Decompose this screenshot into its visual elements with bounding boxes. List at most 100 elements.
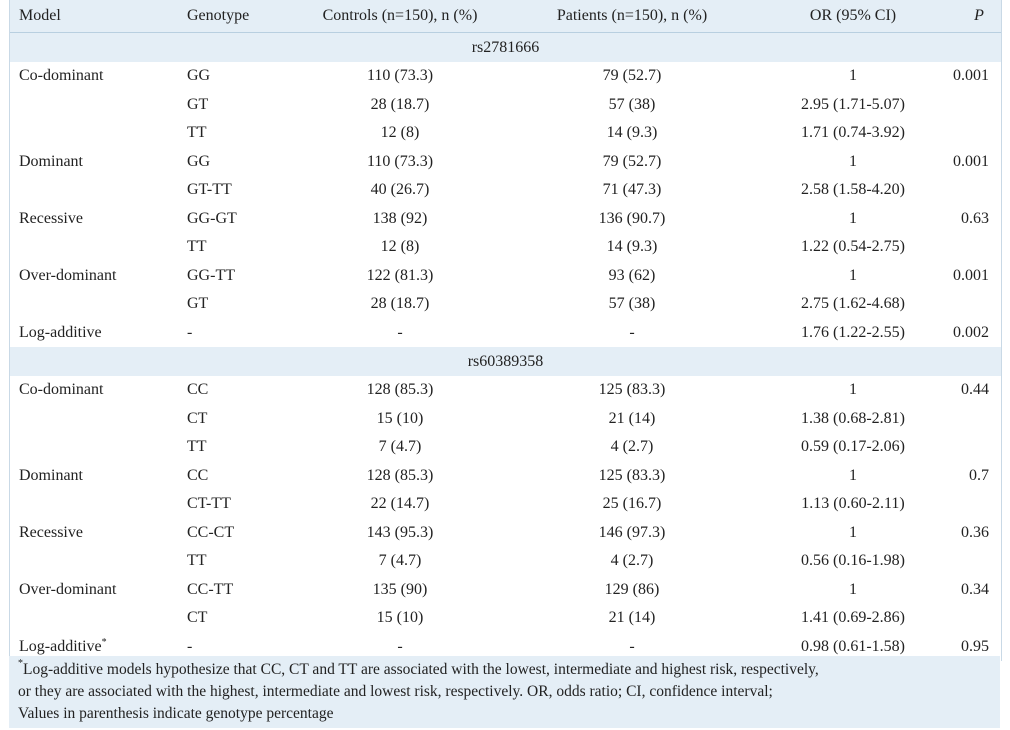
cell-genotype: GT: [187, 95, 209, 113]
cell-controls: -: [397, 637, 403, 655]
cell-controls: 143 (95.3): [366, 523, 434, 541]
cell-controls: 122 (81.3): [366, 266, 434, 284]
cell-genotype: CC: [187, 466, 209, 484]
cell-patients: 57 (38): [608, 95, 656, 113]
cell-genotype: GG: [187, 152, 211, 170]
cell-controls: 12 (8): [380, 238, 420, 256]
table-row: CT-TT 22 (14.7) 25 (16.7) 1.13 (0.60-2.11): [10, 490, 1001, 519]
cell-genotype: GG-GT: [187, 209, 237, 227]
cell-patients: 136 (90.7): [598, 209, 666, 227]
table-row: CT 15 (10) 21 (14) 1.38 (0.68-2.81): [10, 404, 1001, 433]
footnote-marker: *: [101, 636, 107, 648]
header-genotype: Genotype: [187, 7, 250, 24]
cell-odds-ratio: 0.98 (0.61-1.58): [801, 637, 905, 655]
cell-patients: -: [629, 323, 635, 341]
cell-model: Recessive: [19, 209, 83, 227]
model-label: Log-additive: [19, 637, 102, 655]
cell-controls: 15 (10): [376, 609, 424, 627]
header-odds-ratio: OR (95% CI): [809, 7, 897, 24]
cell-model: Recessive: [19, 523, 83, 541]
cell-odds-ratio: 0.56 (0.16-1.98): [801, 552, 905, 570]
cell-controls: 15 (10): [376, 409, 424, 427]
cell-p-value: 0.002: [953, 323, 989, 341]
cell-controls: 12 (8): [380, 124, 420, 142]
table-row: TT 12 (8) 14 (9.3) 1.22 (0.54-2.75): [10, 233, 1001, 262]
header-p-value: P: [974, 7, 984, 24]
table-row: Recessive CC-CT 143 (95.3) 146 (97.3) 1 0.36: [10, 518, 1001, 547]
cell-controls: 7 (4.7): [378, 552, 422, 570]
header-controls: Controls (n=150), n (%): [322, 7, 478, 24]
cell-patients: 25 (16.7): [602, 495, 662, 513]
cell-odds-ratio: 1: [849, 266, 857, 284]
cell-genotype: TT: [187, 552, 207, 570]
cell-model: Dominant: [19, 466, 83, 484]
cell-controls: 28 (18.7): [370, 95, 430, 113]
cell-genotype: GT-TT: [187, 181, 232, 199]
cell-odds-ratio: 2.58 (1.58-4.20): [801, 181, 905, 199]
cell-patients: 4 (2.7): [610, 552, 654, 570]
footnote-line-3: Values in parenthesis indicate genotype …: [18, 705, 334, 722]
table-header-row: Model Genotype Controls (n=150), n (%) P…: [10, 0, 1001, 33]
cell-odds-ratio: 1: [849, 381, 857, 399]
cell-p-value: 0.44: [961, 381, 989, 399]
table-row: GT-TT 40 (26.7) 71 (47.3) 2.58 (1.58-4.20): [10, 176, 1001, 205]
cell-patients: 125 (83.3): [598, 381, 666, 399]
cell-patients: 4 (2.7): [610, 438, 654, 456]
cell-patients: 57 (38): [608, 295, 656, 313]
table-row: Over-dominant GG-TT 122 (81.3) 93 (62) 1 0.00…: [10, 261, 1001, 290]
cell-genotype: GG-TT: [187, 266, 235, 284]
table-row: Log-additive - - - 1.76 (1.22-2.55) 0.002: [10, 318, 1001, 347]
cell-odds-ratio: 1.71 (0.74-3.92): [801, 124, 905, 142]
table-row: GT 28 (18.7) 57 (38) 2.95 (1.71-5.07): [10, 90, 1001, 119]
cell-controls: 128 (85.3): [366, 381, 434, 399]
cell-odds-ratio: 1.13 (0.60-2.11): [801, 495, 905, 513]
cell-controls: 7 (4.7): [378, 438, 422, 456]
footnote-marker: *: [18, 658, 23, 669]
cell-controls: 28 (18.7): [370, 295, 430, 313]
table-row: Recessive GG-GT 138 (92) 136 (90.7) 1 0.63: [10, 204, 1001, 233]
table-row: Co-dominant GG 110 (73.3) 79 (52.7) 1 0.001: [10, 62, 1001, 91]
cell-odds-ratio: 1: [849, 523, 857, 541]
cell-odds-ratio: 0.59 (0.17-2.06): [801, 438, 905, 456]
table-row: Dominant CC 128 (85.3) 125 (83.3) 1 0.7: [10, 461, 1001, 490]
cell-model: Over-dominant: [19, 580, 117, 598]
table-row: GT 28 (18.7) 57 (38) 2.75 (1.62-4.68): [10, 290, 1001, 319]
cell-genotype: GT: [187, 295, 209, 313]
cell-genotype: TT: [187, 438, 207, 456]
cell-genotype: CT: [187, 409, 208, 427]
cell-odds-ratio: 1.76 (1.22-2.55): [801, 323, 905, 341]
cell-controls: 40 (26.7): [370, 181, 430, 199]
cell-genotype: CC-TT: [187, 580, 234, 598]
cell-genotype: CC: [187, 381, 209, 399]
cell-controls: 135 (90): [372, 580, 428, 598]
cell-p-value: 0.34: [961, 580, 989, 598]
table-row: Dominant GG 110 (73.3) 79 (52.7) 1 0.001: [10, 147, 1001, 176]
cell-odds-ratio: 1: [849, 152, 857, 170]
cell-p-value: 0.7: [969, 466, 989, 484]
cell-patients: 14 (9.3): [606, 238, 658, 256]
cell-genotype: CT: [187, 609, 208, 627]
cell-p-value: 0.001: [953, 152, 989, 170]
cell-model: Log-additive: [19, 323, 102, 341]
section-label: rs2781666: [471, 38, 540, 56]
cell-odds-ratio: 1: [849, 580, 857, 598]
cell-patients: 146 (97.3): [598, 523, 666, 541]
cell-patients: 21 (14): [608, 609, 656, 627]
cell-p-value: 0.95: [961, 637, 989, 655]
cell-odds-ratio: 1: [849, 466, 857, 484]
cell-controls: 110 (73.3): [366, 67, 434, 85]
cell-odds-ratio: 2.75 (1.62-4.68): [801, 295, 905, 313]
cell-patients: 93 (62): [608, 266, 656, 284]
cell-controls: -: [397, 323, 403, 341]
cell-model: Co-dominant: [19, 67, 104, 85]
cell-p-value: 0.001: [953, 266, 989, 284]
cell-patients: 129 (86): [604, 580, 660, 598]
cell-p-value: 0.63: [961, 209, 989, 227]
cell-controls: 138 (92): [372, 209, 428, 227]
cell-patients: 125 (83.3): [598, 466, 666, 484]
cell-genotype: CC-CT: [187, 523, 235, 541]
header-model: Model: [19, 7, 61, 24]
section-header-row: rs2781666: [10, 33, 1001, 62]
cell-controls: 22 (14.7): [370, 495, 430, 513]
